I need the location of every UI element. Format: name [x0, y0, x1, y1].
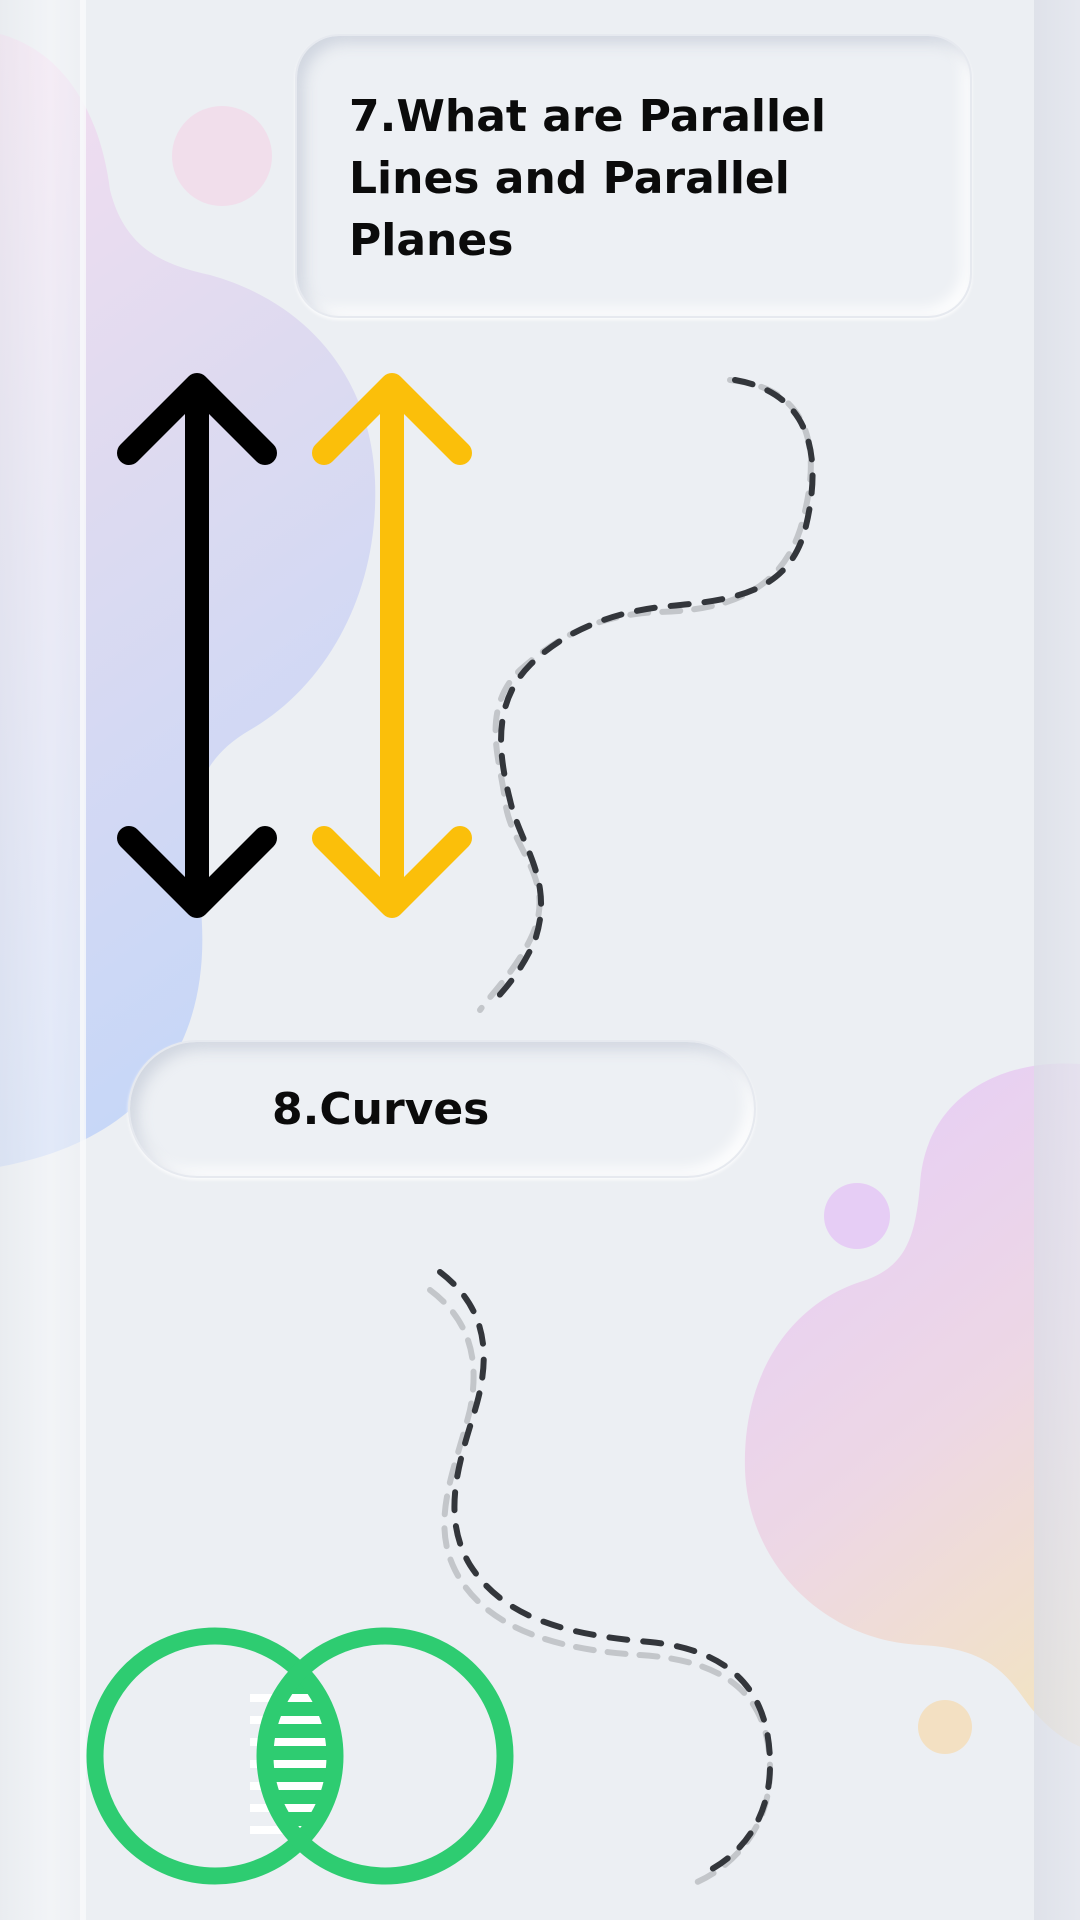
left-frame-strip: [0, 0, 84, 1920]
dashed-curve-lower-icon: [427, 1269, 774, 1888]
right-frame-strip: [1034, 0, 1080, 1920]
left-frame-edge: [80, 0, 86, 1920]
venn-circles-icon: [86, 1627, 514, 1885]
section-card-curves: 8.Curves: [128, 1040, 756, 1178]
section-title-curves: 8.Curves: [272, 1084, 490, 1135]
purple-dot: [824, 1183, 890, 1249]
section-card-parallel-lines: 7.What are Parallel Lines and Parallel P…: [295, 34, 972, 318]
peach-dot: [918, 1700, 972, 1754]
right-gradient-blob: [744, 1063, 1080, 1747]
yellow-double-arrow-icon: [312, 373, 472, 918]
pink-dot: [172, 106, 272, 206]
black-double-arrow-icon: [117, 373, 277, 918]
dashed-curve-upper-icon: [477, 377, 816, 1013]
section-title-parallel-lines: 7.What are Parallel Lines and Parallel P…: [349, 91, 827, 266]
